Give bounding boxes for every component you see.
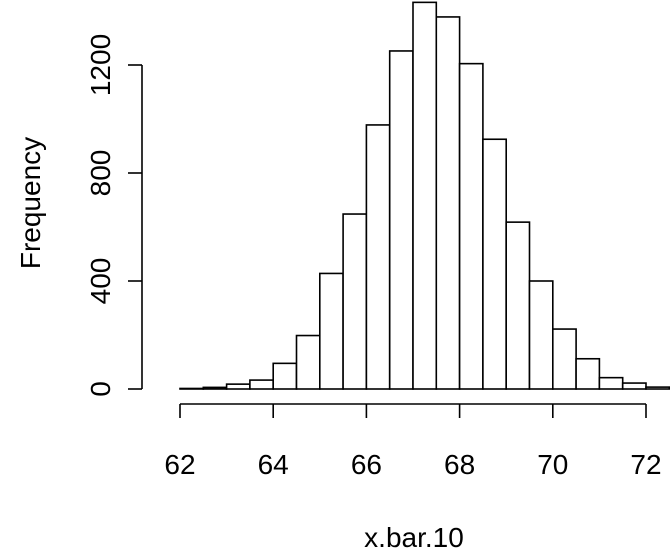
histogram-bar	[225, 383, 251, 390]
y-tick-label: 1200	[85, 34, 116, 96]
y-axis: 0 400 800 1200	[85, 34, 143, 397]
histogram-bar	[388, 50, 414, 390]
histogram-bar	[435, 16, 461, 390]
x-axis-label: x.bar.10	[364, 522, 464, 553]
x-tick-label: 64	[258, 449, 289, 480]
histogram-bars	[179, 1, 670, 390]
histogram-bar	[551, 328, 577, 390]
x-tick-label: 66	[351, 449, 382, 480]
y-tick-label: 0	[85, 381, 116, 397]
histogram-bar	[202, 386, 228, 390]
y-axis-label: Frequency	[15, 137, 46, 269]
histogram-bar	[318, 272, 344, 390]
x-tick-label: 68	[444, 449, 475, 480]
histogram-bar	[575, 357, 601, 390]
histogram-bar	[645, 386, 670, 390]
histogram-bar	[342, 213, 368, 390]
histogram-bar	[412, 1, 438, 390]
histogram-bar	[365, 124, 391, 390]
histogram-bar	[272, 362, 298, 390]
histogram-bar	[458, 62, 484, 390]
histogram-bar	[505, 221, 531, 390]
x-tick-label: 70	[537, 449, 568, 480]
histogram-bar	[482, 138, 507, 390]
histogram-bar	[295, 334, 321, 390]
histogram-bar	[179, 387, 205, 390]
histogram-bar	[249, 379, 274, 390]
histogram-bar	[598, 376, 624, 390]
x-axis: 62 64 66 68 70 72	[164, 403, 662, 480]
x-tick-label: 72	[630, 449, 661, 480]
y-tick-label: 400	[85, 258, 116, 305]
histogram-bar	[621, 382, 647, 390]
histogram-bar	[528, 280, 554, 390]
y-tick-label: 800	[85, 150, 116, 197]
x-tick-label: 62	[164, 449, 195, 480]
